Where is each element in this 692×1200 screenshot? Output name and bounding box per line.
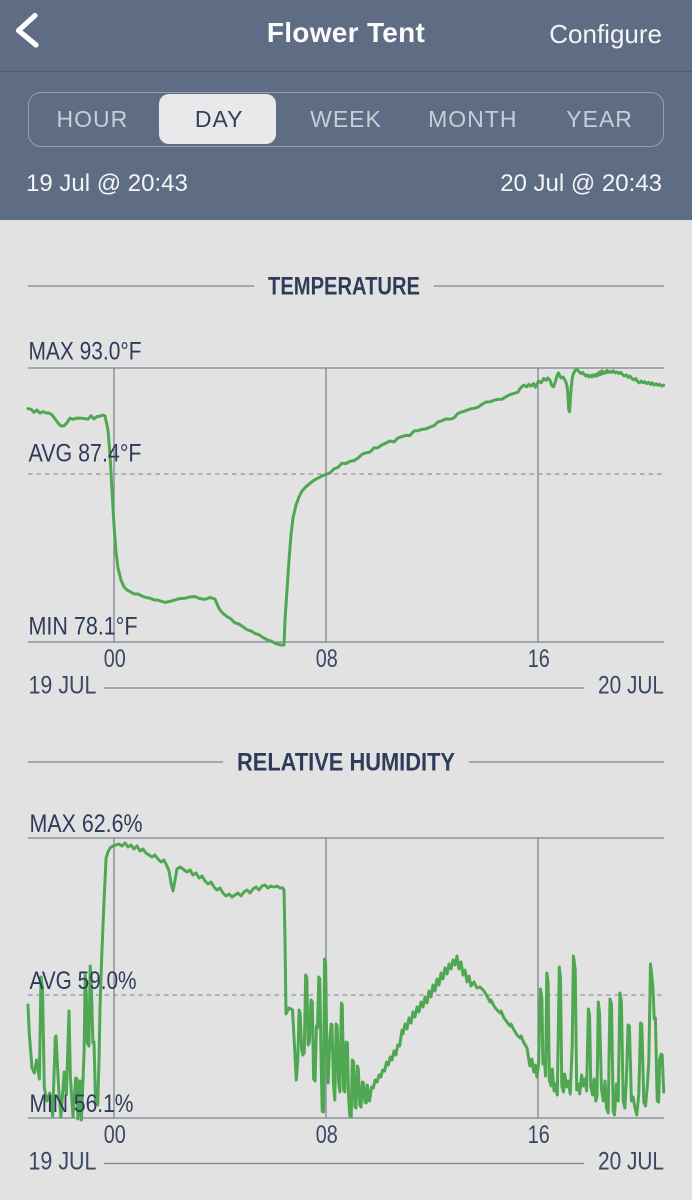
svg-text:00: 00 bbox=[104, 645, 126, 673]
svg-text:20 JUL: 20 JUL bbox=[598, 672, 664, 700]
svg-text:16: 16 bbox=[528, 645, 550, 673]
svg-text:AVG 87.4°F: AVG 87.4°F bbox=[29, 440, 142, 468]
svg-text:MIN 78.1°F: MIN 78.1°F bbox=[29, 613, 138, 641]
svg-text:16: 16 bbox=[528, 1121, 550, 1149]
svg-text:TEMPERATURE: TEMPERATURE bbox=[268, 273, 420, 301]
svg-text:00: 00 bbox=[104, 1121, 126, 1149]
svg-text:AVG 59.0%: AVG 59.0% bbox=[30, 967, 137, 995]
svg-text:08: 08 bbox=[316, 1121, 338, 1149]
svg-text:MAX 93.0°F: MAX 93.0°F bbox=[29, 338, 142, 366]
svg-text:19 JUL: 19 JUL bbox=[29, 1148, 97, 1176]
svg-text:MAX 62.6%: MAX 62.6% bbox=[30, 810, 143, 838]
svg-text:MIN 56.1%: MIN 56.1% bbox=[30, 1090, 134, 1118]
svg-text:RELATIVE HUMIDITY: RELATIVE HUMIDITY bbox=[237, 749, 455, 777]
svg-text:20 JUL: 20 JUL bbox=[598, 1148, 664, 1176]
svg-text:08: 08 bbox=[316, 645, 338, 673]
svg-text:19 JUL: 19 JUL bbox=[29, 672, 97, 700]
